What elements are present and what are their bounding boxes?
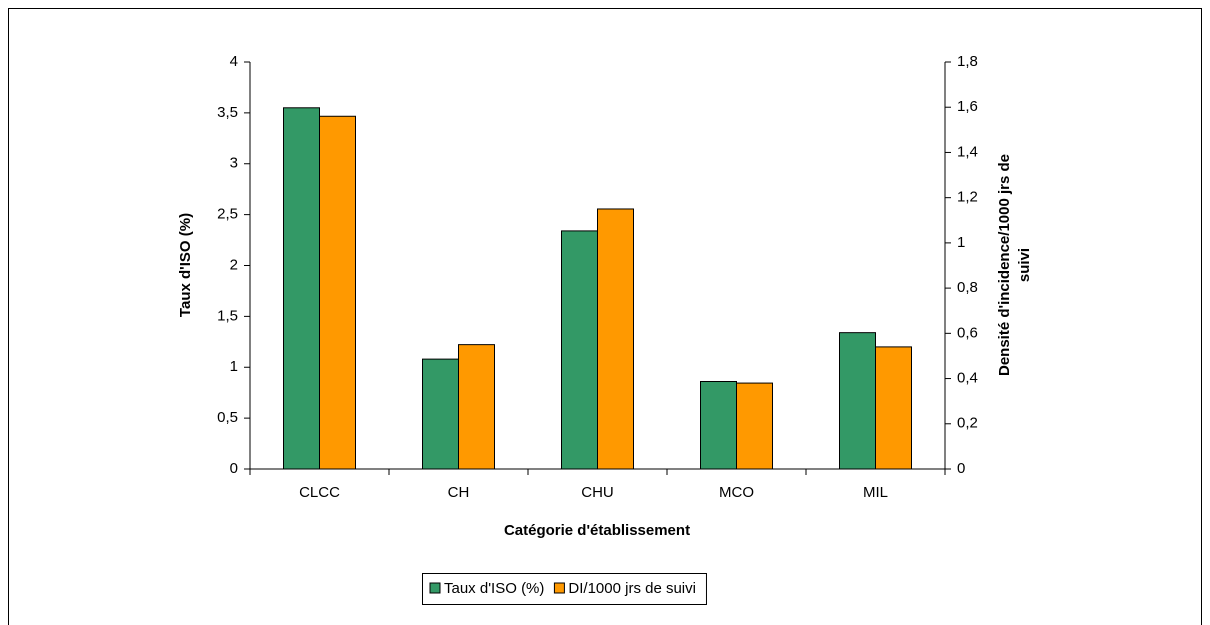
legend-swatch [429, 582, 441, 594]
y-tick-label: 1 [230, 358, 238, 375]
legend-label: DI/1000 jrs de suivi [568, 580, 696, 597]
x-axis-title: Catégorie d'établissement [504, 522, 690, 539]
y2-tick-label: 1,6 [957, 98, 978, 115]
bar [458, 344, 495, 470]
x-tick-label: MCO [719, 484, 754, 501]
legend-label: Taux d'ISO (%) [444, 580, 544, 597]
y2-tick-label: 0,6 [957, 324, 978, 341]
y2-tick-label: 1,8 [957, 53, 978, 70]
bar [597, 208, 634, 470]
y2-tick-label: 1,4 [957, 143, 978, 160]
y2-tick-label: 0,4 [957, 370, 978, 387]
x-tick-label: CLCC [299, 484, 340, 501]
bar [283, 107, 320, 470]
y-tick-label: 0 [230, 460, 238, 477]
x-tick-label: CHU [581, 484, 614, 501]
y2-tick-label: 1 [957, 234, 965, 251]
y-tick-label: 1,5 [217, 307, 238, 324]
y2-tick-label: 1,2 [957, 189, 978, 206]
y2-axis-title: suivi [1016, 248, 1033, 282]
y-axis-title: Taux d'ISO (%) [177, 213, 194, 317]
legend-swatch [553, 582, 565, 594]
bar [875, 346, 912, 470]
y-tick-label: 0,5 [217, 409, 238, 426]
bar [561, 230, 598, 470]
x-tick-label: MIL [863, 484, 888, 501]
y2-tick-label: 0,8 [957, 279, 978, 296]
bar [700, 380, 737, 470]
bar [422, 358, 459, 470]
y-tick-label: 2,5 [217, 206, 238, 223]
y-tick-label: 3 [230, 155, 238, 172]
y2-tick-label: 0,2 [957, 415, 978, 432]
bar [319, 115, 356, 470]
bar [736, 382, 773, 470]
y-tick-label: 2 [230, 256, 238, 273]
y2-tick-label: 0 [957, 460, 965, 477]
y-tick-label: 4 [230, 53, 238, 70]
bar [839, 332, 876, 470]
y-tick-label: 3,5 [217, 104, 238, 121]
y2-axis-title: Densité d'incidence/1000 jrs de [996, 154, 1013, 376]
x-tick-label: CH [448, 484, 470, 501]
chart-frame [8, 8, 1202, 625]
